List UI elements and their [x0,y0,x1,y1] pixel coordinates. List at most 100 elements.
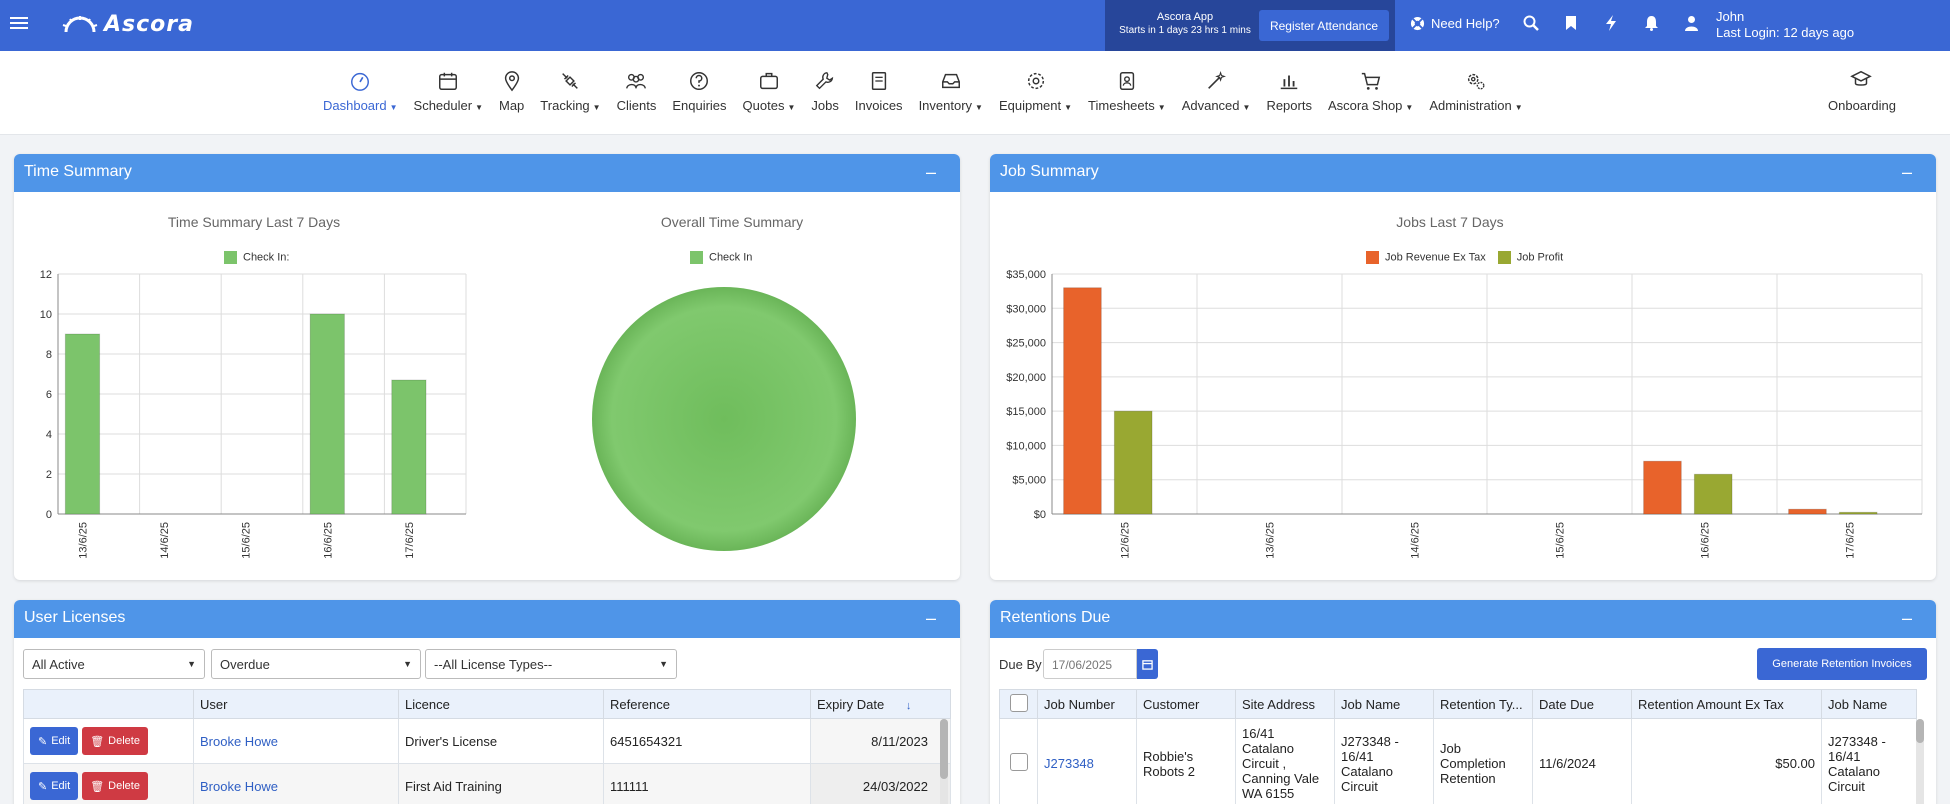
table-row: J273348 Robbie's Robots 2 16/41 Catalano… [999,718,1917,804]
column-header[interactable]: Job Name [1334,689,1434,719]
brand-logo[interactable]: Ascora [62,12,194,37]
caret-down-icon: ▼ [389,103,398,112]
row-checkbox[interactable] [1009,753,1028,771]
nav-item-scheduler[interactable]: Scheduler ▼ [406,69,491,113]
license-type-select[interactable]: --All License Types-- ▼ [425,649,677,679]
y-tick-label: 8 [46,349,52,361]
calendar-button[interactable] [1137,649,1158,679]
legend-item[interactable]: Check In: [224,251,289,264]
user-name: John [1716,9,1745,24]
legend-item[interactable]: Check In [690,251,752,264]
x-tick-label: 14/6/25 [159,522,171,559]
nav-item-tracking[interactable]: Tracking ▼ [532,69,608,113]
delete-button[interactable]: 🗑 Delete [82,772,148,800]
nav-item-dashboard[interactable]: Dashboard ▼ [315,69,406,113]
bar[interactable] [1063,287,1102,515]
bell-icon[interactable] [1642,14,1660,32]
nav-item-timesheets[interactable]: Timesheets ▼ [1080,69,1174,113]
minimize-button[interactable]: – [1901,162,1912,182]
nav-item-administration[interactable]: Administration ▼ [1421,69,1530,113]
bar[interactable] [1643,460,1682,515]
bar[interactable] [1113,410,1153,515]
column-header-expiry[interactable]: Expiry Date ↓ [810,689,951,719]
nav-item-inventory[interactable]: Inventory ▼ [911,69,991,113]
table-header-row: Job Number Customer Site Address Job Nam… [999,689,1917,719]
delete-button[interactable]: 🗑 Delete [82,727,148,755]
reference-cell: 6451654321 [603,718,811,764]
nav-item-invoices[interactable]: Invoices [847,69,911,113]
book-icon [867,69,891,93]
panel-title: Time Summary [24,163,132,180]
licenses-table: User Licence Reference Expiry Date ↓ ✎ Ed… [23,689,951,804]
minimize-button[interactable]: – [1901,608,1912,628]
wrench-icon [813,69,837,93]
cart-icon [1359,69,1383,93]
need-help-button[interactable]: Need Help? [1410,16,1500,31]
column-header[interactable]: Job Name [1821,689,1917,719]
bar[interactable] [64,333,101,515]
column-header[interactable]: Job Number [1037,689,1137,719]
id-badge-icon [1115,69,1139,93]
table-scrollbar[interactable] [940,719,948,804]
onboarding-link[interactable]: Onboarding [1828,69,1896,113]
panel-title: Job Summary [1000,163,1099,180]
minimize-button[interactable]: – [925,608,936,628]
column-header[interactable]: Site Address [1235,689,1335,719]
column-header[interactable]: Customer [1136,689,1236,719]
minimize-button[interactable]: – [925,162,936,182]
due-by-date-input[interactable]: 17/06/2025 [1043,649,1137,679]
user-link[interactable]: Brooke Howe [200,778,279,794]
pie-slice[interactable] [592,287,856,551]
nav-item-map[interactable]: Map [491,69,532,113]
user-link[interactable]: Brooke Howe [200,733,279,749]
bar[interactable] [1838,511,1878,515]
nav-item-equipment[interactable]: Equipment ▼ [991,69,1080,113]
user-icon[interactable] [1682,14,1700,32]
hamburger-menu-icon[interactable] [10,14,28,32]
column-header[interactable]: Date Due [1532,689,1632,719]
bar[interactable] [1788,508,1827,515]
column-header[interactable]: Reference [603,689,811,719]
sort-desc-icon: ↓ [905,699,912,712]
legend-item[interactable]: Job Profit [1497,251,1563,264]
table-scrollbar[interactable] [1916,719,1924,804]
generate-retention-invoices-button[interactable]: Generate Retention Invoices [1757,648,1927,680]
nav-item-ascora-shop[interactable]: Ascora Shop ▼ [1320,69,1421,113]
caret-down-icon: ▼ [1405,103,1414,112]
nav-item-label: Inventory ▼ [918,98,983,113]
nav-item-advanced[interactable]: Advanced ▼ [1174,69,1259,113]
x-tick-label: 14/6/25 [1410,522,1422,559]
lightning-icon[interactable] [1602,14,1620,32]
job-number-link[interactable]: J273348 [1044,756,1094,771]
column-header[interactable]: User [193,689,399,719]
due-filter-select[interactable]: Overdue ▼ [211,649,421,679]
y-tick-label: $20,000 [1006,372,1046,384]
chart-title: Time Summary Last 7 Days [167,214,341,230]
bar[interactable] [1693,473,1733,515]
panel-header: Job Summary – [990,154,1936,192]
legend-item[interactable]: Job Revenue Ex Tax [1366,251,1486,264]
column-header[interactable]: Licence [398,689,604,719]
user-info[interactable]: John Last Login: 12 days ago [1716,9,1854,41]
select-all-checkbox[interactable] [1009,693,1028,712]
register-attendance-button[interactable]: Register Attendance [1259,10,1389,41]
bar[interactable] [309,313,345,515]
edit-button[interactable]: ✎ Edit [30,727,79,755]
bookmark-icon[interactable] [1562,14,1580,32]
status-filter-select[interactable]: All Active ▼ [23,649,205,679]
pencil-icon: ✎ [38,735,48,748]
nav-item-clients[interactable]: Clients [609,69,665,113]
nav-item-quotes[interactable]: Quotes ▼ [735,69,804,113]
nav-item-enquiries[interactable]: Enquiries [664,69,734,113]
nav-item-label: Scheduler ▼ [413,98,483,113]
edit-button[interactable]: ✎ Edit [30,772,79,800]
nav-item-reports[interactable]: Reports [1258,69,1320,113]
search-icon[interactable] [1522,14,1540,32]
column-header[interactable]: Retention Ty... [1433,689,1533,719]
nav-item-label: Advanced ▼ [1181,98,1251,113]
jobs-bar-chart: $0 $5,000 $10,000 $15,000 $20,000 $25,000 $30,… [1006,269,1923,559]
bar[interactable] [391,379,427,515]
x-tick-label: 13/6/25 [1265,522,1277,559]
column-header[interactable]: Retention Amount Ex Tax [1631,689,1822,719]
nav-item-jobs[interactable]: Jobs [803,69,846,113]
